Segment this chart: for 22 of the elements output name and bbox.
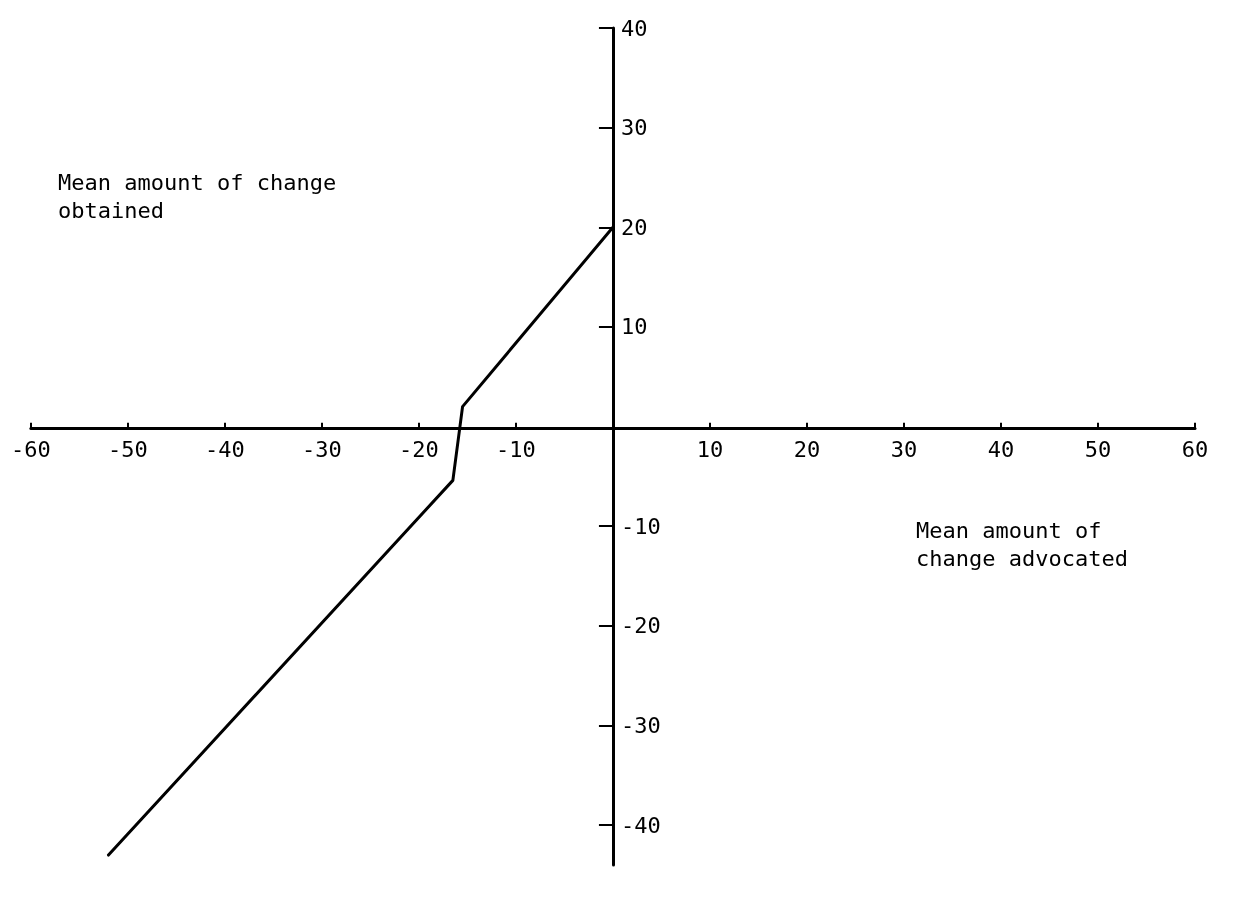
y-axis-title: Mean amount of change obtained bbox=[58, 169, 337, 223]
x-tick-label: 20 bbox=[793, 437, 821, 463]
x-tick-label: -60 bbox=[10, 437, 51, 463]
y-tick-label: -30 bbox=[620, 713, 661, 738]
x-tick-label: 60 bbox=[1181, 437, 1209, 463]
y-tick-label: -10 bbox=[620, 513, 661, 539]
x-tick-label: 40 bbox=[987, 437, 1015, 463]
x-tick-label: 10 bbox=[696, 437, 724, 463]
x-axis-title: Mean amount of change advocated bbox=[916, 517, 1128, 571]
x-tick-label: -10 bbox=[496, 437, 536, 463]
y-tick-label: 40 bbox=[620, 15, 648, 41]
x-tick-label: -50 bbox=[108, 437, 148, 463]
y-tick-label: 30 bbox=[620, 115, 648, 141]
y-tick-label: 20 bbox=[620, 214, 648, 240]
x-tick-label: 30 bbox=[890, 437, 918, 463]
y-tick-label: -40 bbox=[620, 812, 661, 838]
x-tick-label: 50 bbox=[1084, 437, 1112, 463]
y-tick-label: 10 bbox=[620, 314, 648, 340]
y-tick-label: -20 bbox=[620, 613, 661, 639]
x-tick-label: -20 bbox=[399, 437, 439, 463]
x-tick-label: -30 bbox=[302, 437, 342, 463]
x-tick-label: -40 bbox=[205, 437, 245, 463]
